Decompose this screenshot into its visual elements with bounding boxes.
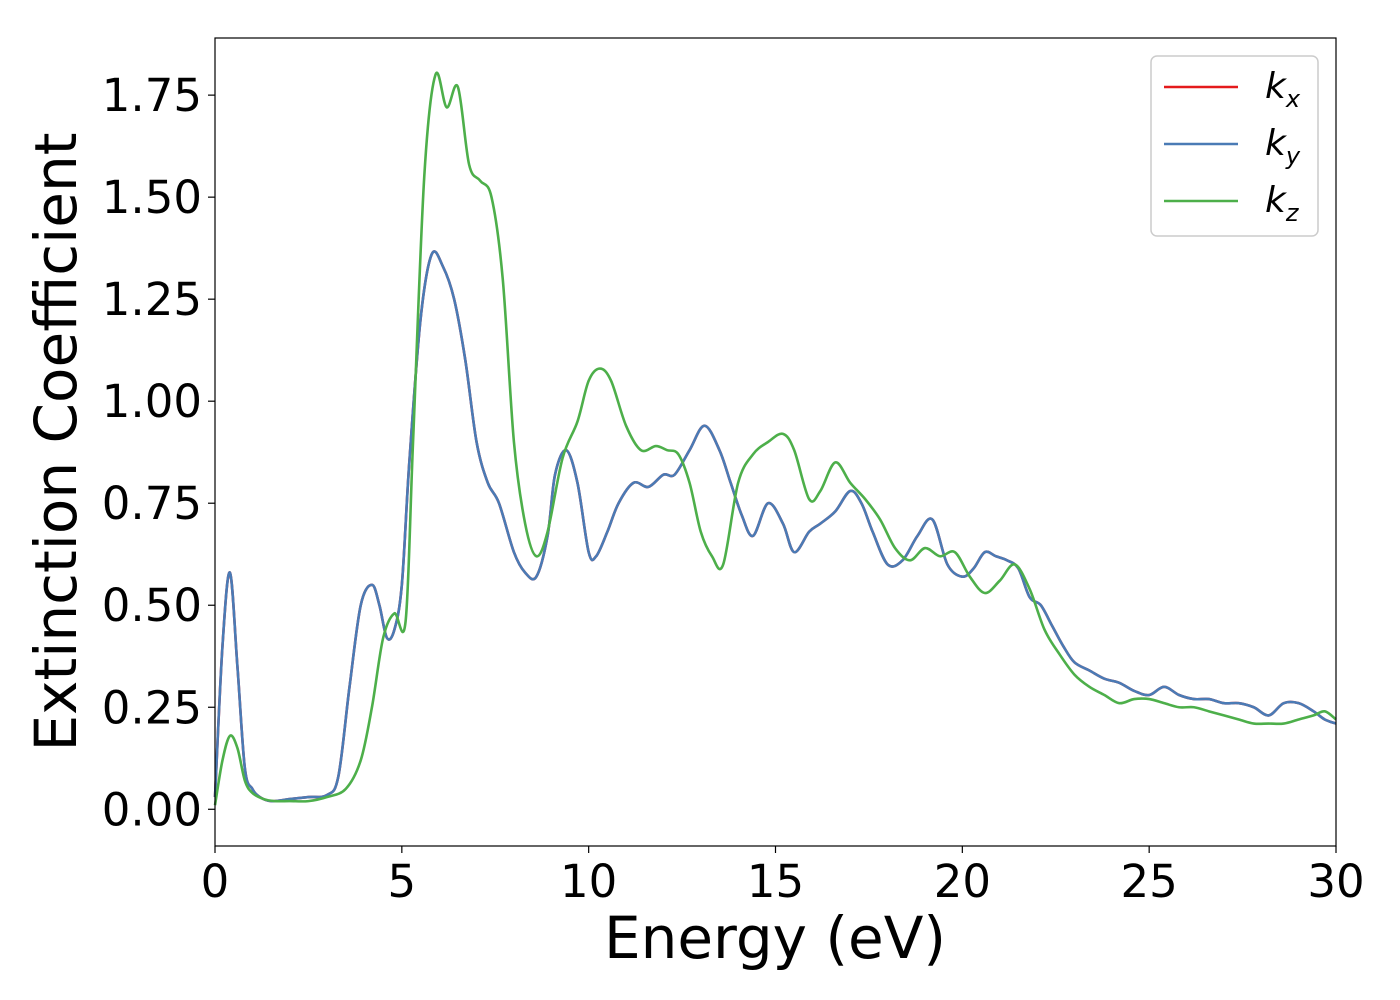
y-tick-label: 1.50: [102, 171, 202, 224]
x-tick-label: 0: [201, 855, 230, 908]
legend-label-kx: kx: [1265, 66, 1301, 113]
y-tick-label: 1.00: [102, 375, 202, 428]
legend: kx ky kz: [1150, 55, 1319, 237]
x-tick-label: 20: [934, 855, 991, 908]
legend-label-ky: ky: [1265, 123, 1301, 170]
x-axis-title: Energy (eV): [604, 904, 946, 972]
y-tick-label: 1.25: [102, 273, 202, 326]
x-tick-label: 25: [1121, 855, 1178, 908]
series-layer: [213, 71, 1337, 806]
x-tick-label: 30: [1307, 855, 1364, 908]
x-axis: 0 5 10 15 20 25 30: [201, 846, 1365, 908]
y-tick-label: 0.75: [102, 477, 202, 530]
x-tick-label: 5: [388, 855, 417, 908]
y-axis: 0.00 0.25 0.50 0.75 1.00 1.25 1.50 1.75: [102, 69, 215, 836]
y-tick-label: 0.25: [102, 681, 202, 734]
legend-label-kz: kz: [1265, 180, 1300, 227]
y-axis-title: Extinction Coefficient: [22, 133, 90, 752]
x-tick-label: 10: [560, 855, 617, 908]
plot-background: [215, 38, 1336, 846]
series-line-ky: [213, 250, 1337, 803]
series-line-kz: [213, 71, 1337, 806]
legend-box: [1150, 55, 1319, 237]
y-tick-label: 0.00: [102, 783, 202, 836]
x-tick-label: 15: [747, 855, 804, 908]
y-tick-label: 1.75: [102, 69, 202, 122]
y-tick-label: 0.50: [102, 579, 202, 632]
